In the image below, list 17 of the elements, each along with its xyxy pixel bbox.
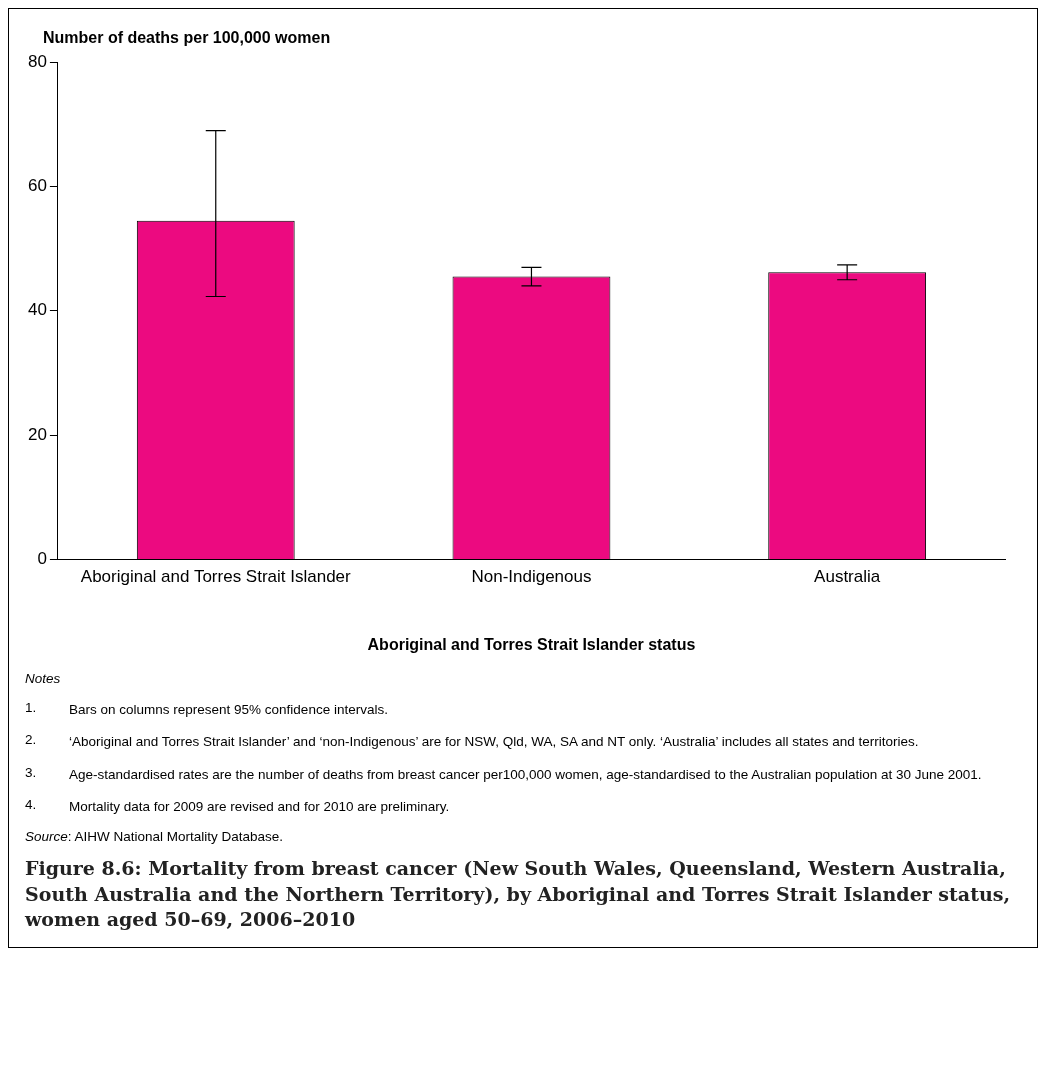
- text: 1. Bars on columns represent 95% confidence intervals.: [25, 700, 388, 717]
- x-tick-label: Non-Indigenous: [471, 567, 592, 587]
- text: 4. Mortality data for 2009 are revised and for 2010 are preliminary.: [25, 796, 450, 814]
- y-tick-label: 60: [27, 176, 47, 196]
- y-axis-title: Number of deaths per 100,000 women: [43, 29, 332, 47]
- y-tick-label: 20: [27, 424, 47, 444]
- text: 2. ‘Aboriginal and Torres Strait Islander’ and ‘non-Indigenous’ are for NSW, Qld, WA, SA and NT only. ‘Australia’ includes all states and territories.: [25, 732, 919, 750]
- y-tick-label: 80: [27, 51, 47, 71]
- y-tick-label: 40: [27, 300, 47, 320]
- x-tick-label: Australia: [814, 567, 881, 587]
- source-note: Source: AIHW National Mortality Database.: [25, 829, 285, 844]
- text: Notes: [25, 671, 62, 686]
- x-tick-label: Aboriginal and Torres Strait Islander: [80, 567, 352, 587]
- text: 3. Age-standardised rates are the number of deaths from breast cancer per100,000 women, age-standardised to the Australian population at 30 June 2001.: [25, 764, 982, 782]
- x-axis-title: Aboriginal and Torres Strait Islander status: [367, 635, 696, 653]
- text: Figure 8.6: Mortality from breast cancer (New South Wales, Queensland, Western Australia, South Australia and the Northern Territory), by Aboriginal and Torres Strait Islander status, women aged 50–69, 2006–2010: [25, 856, 1012, 933]
- y-tick-label: 0: [37, 549, 47, 569]
